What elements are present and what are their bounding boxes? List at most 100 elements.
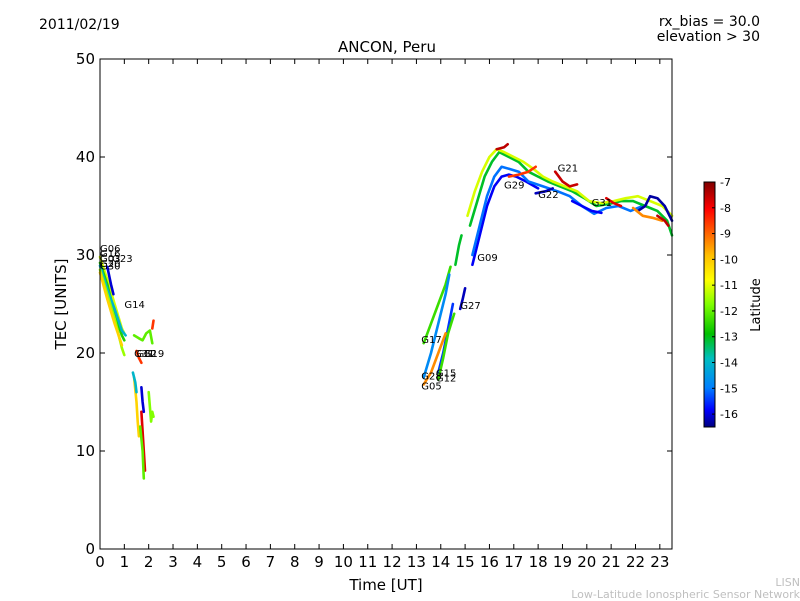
x-tick-label: 1 — [120, 553, 130, 571]
x-tick-label: 4 — [193, 553, 203, 571]
y-tick-label: 30 — [76, 246, 95, 264]
x-tick-label: 10 — [334, 553, 353, 571]
elevation-label: elevation > 30 — [656, 29, 760, 45]
satellite-label: G27 — [460, 301, 480, 312]
x-axis: 0 1 2 3 4 5 6 7 8 9 10 11 12 13 14 15 16 17 18 19 20 21 22 23 — [95, 59, 669, 571]
data-track-g32a — [140, 410, 147, 472]
y-tick-label: 0 — [85, 540, 95, 558]
satellite-label: G05 — [421, 381, 441, 392]
satellite-label: G23 — [112, 254, 132, 265]
y-axis-label: TEC [UNITS] — [52, 259, 70, 351]
data-track-g31c — [570, 199, 603, 215]
satellite-label: G15 — [436, 369, 456, 380]
data-track-g04 — [466, 147, 674, 218]
colorbar-gradient — [703, 181, 716, 428]
plot-frame — [99, 58, 673, 550]
satellite-label: G17 — [421, 335, 441, 346]
data-track-g03 — [98, 264, 127, 337]
data-track-g13 — [631, 206, 664, 222]
satellite-label: G03 — [100, 254, 120, 265]
colorbar-tick-label: -16 — [720, 408, 738, 421]
data-track-g21 — [507, 165, 537, 178]
x-tick-label: 11 — [358, 553, 377, 571]
data-track-g14 — [132, 329, 154, 345]
satellite-label: G29 — [504, 180, 524, 191]
satellite-label: G16 — [100, 249, 120, 260]
x-tick-label: 5 — [217, 553, 227, 571]
data-track-g12 — [437, 312, 456, 381]
satellite-label: G12 — [436, 373, 456, 384]
x-tick-label: 16 — [480, 553, 499, 571]
x-tick-label: 12 — [383, 553, 402, 571]
colorbar-tick-label: -10 — [720, 253, 738, 266]
x-tick-label: 20 — [577, 553, 596, 571]
y-axis: 0 10 20 30 40 50 — [76, 50, 672, 558]
data-track-g17b — [454, 234, 463, 267]
data-track-g31b — [131, 371, 138, 394]
x-tick-label: 9 — [314, 553, 324, 571]
x-tick-label: 15 — [456, 553, 475, 571]
data-track-g30 — [98, 271, 124, 347]
satellite-label: G31 — [134, 349, 154, 360]
satellite-label: G09 — [477, 253, 497, 264]
data-track-g32b — [138, 425, 146, 480]
colorbar-tick-label: -9 — [720, 228, 731, 241]
x-axis-label: Time [UT] — [348, 576, 422, 594]
x-tick-label: 8 — [290, 553, 300, 571]
y-tick-label: 40 — [76, 148, 95, 166]
x-tick-label: 21 — [602, 553, 621, 571]
data-track-g23 — [106, 265, 115, 296]
data-track-g19a — [147, 390, 155, 423]
satellite-label: G06 — [100, 244, 120, 255]
data-track-g09 — [471, 173, 540, 267]
data-track-g28 — [422, 273, 451, 379]
footer-org-full: Low-Latitude Ionospheric Sensor Network — [571, 588, 800, 601]
colorbar-tick-label: -15 — [720, 382, 738, 395]
y-tick-label: 50 — [76, 50, 95, 68]
x-tick-label: 18 — [529, 553, 548, 571]
colorbar: -7 -8 -9 -10 -11 -12 -13 -14 -15 -16 Latitude — [703, 176, 764, 428]
data-track-g02 — [495, 143, 509, 151]
data-track-g05 — [422, 332, 447, 386]
data-track-g26 — [468, 150, 674, 237]
data-track-g22 — [534, 187, 554, 195]
x-tick-label: 2 — [144, 553, 154, 571]
data-track-g19b — [151, 319, 155, 330]
y-tick-label: 10 — [76, 442, 95, 460]
x-tick-label: 0 — [95, 553, 105, 571]
data-track-g32c — [140, 386, 146, 414]
data-track-g07 — [656, 214, 670, 227]
data-track-g32d — [135, 349, 143, 365]
date-label: 2011/02/19 — [39, 17, 120, 33]
satellite-label: G32 — [137, 349, 157, 360]
colorbar-tick-label: -11 — [720, 279, 738, 292]
x-tick-label: 17 — [504, 553, 523, 571]
data-track-g21b — [553, 170, 579, 188]
x-tick-label: 23 — [650, 553, 669, 571]
colorbar-tick-label: -13 — [720, 331, 738, 344]
satellite-label: G21 — [558, 164, 578, 175]
y-tick-label: 20 — [76, 344, 95, 362]
satellite-label: G14 — [124, 300, 144, 311]
plot-area: G06G16G03G23G20G30G14G31G32G19G17G28G15G… — [98, 143, 674, 480]
satellite-label: G28 — [421, 371, 441, 382]
data-track-g17 — [422, 265, 452, 345]
colorbar-tick-label: -12 — [720, 305, 738, 318]
colorbar-tick-label: -14 — [720, 357, 738, 370]
x-tick-label: 19 — [553, 553, 572, 571]
satellite-label: G31 — [592, 198, 612, 209]
data-track-g10 — [471, 165, 645, 257]
satellite-label: G20 — [100, 259, 120, 270]
chart-title: ANCON, Peru — [338, 38, 436, 56]
data-track-g11 — [636, 194, 674, 222]
x-tick-label: 14 — [431, 553, 450, 571]
x-tick-label: 7 — [266, 553, 276, 571]
colorbar-tick-label: -7 — [720, 176, 731, 189]
x-tick-label: 22 — [626, 553, 645, 571]
data-track-g27 — [458, 287, 467, 311]
satellite-label: G19 — [144, 349, 164, 360]
footer-org-short: LISN — [775, 576, 800, 589]
satellite-label: G22 — [538, 190, 558, 201]
colorbar-tick-label: -8 — [720, 202, 731, 215]
